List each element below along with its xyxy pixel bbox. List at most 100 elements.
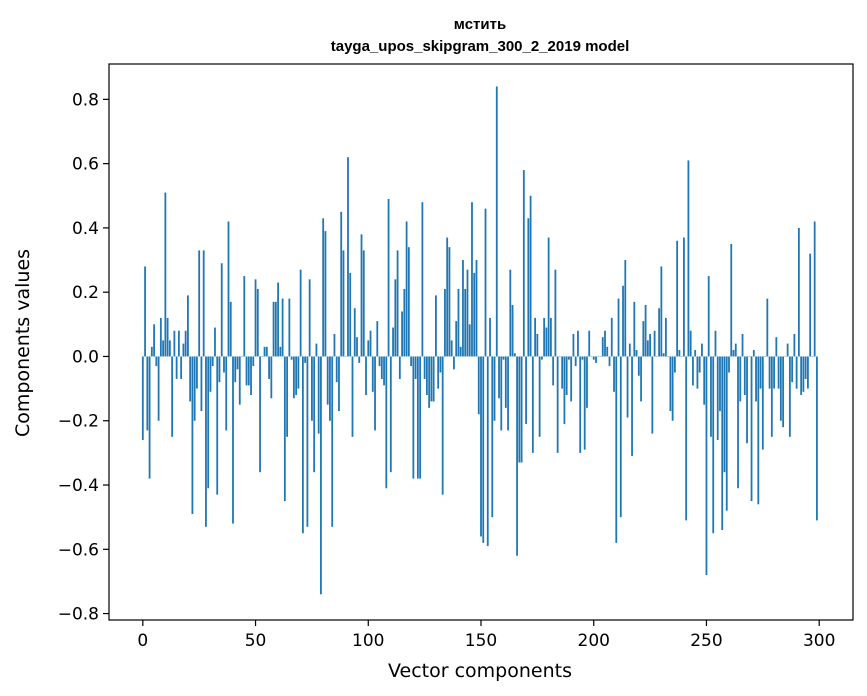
bar-262 xyxy=(732,350,735,357)
bar-220 xyxy=(637,356,640,376)
bar-221 xyxy=(640,356,642,402)
bar-167 xyxy=(518,356,521,463)
bar-41 xyxy=(234,356,237,383)
bar-279 xyxy=(770,356,773,437)
bar-264 xyxy=(737,356,739,489)
bar-277 xyxy=(766,298,769,357)
bar-189 xyxy=(568,356,570,360)
x-tick-label: 50 xyxy=(245,631,267,651)
bar-219 xyxy=(635,350,638,357)
bar-32 xyxy=(214,327,216,357)
bar-191 xyxy=(572,333,575,357)
bar-78 xyxy=(317,356,320,434)
bar-132 xyxy=(439,356,442,373)
bar-49 xyxy=(252,356,255,367)
bar-236 xyxy=(673,356,676,373)
bar-82 xyxy=(326,356,329,405)
bar-125 xyxy=(423,356,426,379)
bar-291 xyxy=(797,227,800,357)
bar-218 xyxy=(633,301,636,357)
bar-205 xyxy=(604,330,606,357)
bar-107 xyxy=(383,356,385,386)
bar-8 xyxy=(159,317,162,357)
bar-104 xyxy=(376,321,379,357)
bar-20 xyxy=(187,295,189,357)
y-tick-label: −0.6 xyxy=(58,540,99,560)
bar-75 xyxy=(311,356,313,421)
bar-16 xyxy=(177,330,180,357)
bar-152 xyxy=(484,208,487,357)
bar-4 xyxy=(150,346,153,357)
bar-93 xyxy=(351,356,354,437)
bar-37 xyxy=(225,356,228,431)
bar-180 xyxy=(547,237,550,357)
bar-168 xyxy=(520,356,523,463)
bar-184 xyxy=(556,356,559,453)
y-axis-label: Components values xyxy=(12,249,34,437)
bar-98 xyxy=(362,250,365,357)
bar-89 xyxy=(342,250,345,357)
bar-24 xyxy=(196,356,198,389)
bar-244 xyxy=(692,356,694,386)
bar-240 xyxy=(683,237,685,357)
bar-162 xyxy=(507,356,509,431)
bar-134 xyxy=(444,288,446,357)
bar-248 xyxy=(701,343,703,357)
bar-268 xyxy=(746,356,748,444)
bar-133 xyxy=(441,356,444,495)
bar-190 xyxy=(570,356,573,402)
bar-38 xyxy=(227,221,230,357)
bar-112 xyxy=(394,279,397,357)
bar-209 xyxy=(613,356,615,392)
bar-138 xyxy=(453,356,455,370)
y-tick-label: 0.6 xyxy=(72,155,99,175)
y-tick-label: −0.2 xyxy=(58,412,99,432)
bar-196 xyxy=(583,356,586,450)
bar-54 xyxy=(263,346,266,357)
bar-121 xyxy=(414,356,417,379)
bar-253 xyxy=(712,356,715,534)
bar-238 xyxy=(678,350,681,357)
bar-22 xyxy=(191,356,194,514)
bar-258 xyxy=(723,356,726,473)
bar-2 xyxy=(146,356,149,431)
bar-155 xyxy=(491,356,494,518)
bar-265 xyxy=(739,356,742,402)
bar-100 xyxy=(367,340,370,357)
bar-186 xyxy=(561,356,564,389)
bar-216 xyxy=(628,343,631,357)
bar-147 xyxy=(473,272,476,357)
bar-178 xyxy=(543,317,546,357)
bar-135 xyxy=(446,237,449,357)
bar-50 xyxy=(254,279,257,357)
bar-224 xyxy=(646,340,649,357)
bar-85 xyxy=(333,333,336,357)
bar-252 xyxy=(710,356,712,437)
bar-124 xyxy=(421,202,424,357)
bar-222 xyxy=(642,321,645,357)
bar-96 xyxy=(358,356,361,363)
bar-164 xyxy=(511,305,514,357)
bars-group xyxy=(141,86,818,595)
bar-172 xyxy=(529,195,532,357)
bar-237 xyxy=(676,240,679,357)
bar-241 xyxy=(685,356,688,521)
bar-288 xyxy=(791,356,794,383)
bar-195 xyxy=(581,356,584,360)
bar-259 xyxy=(725,356,728,511)
bar-72 xyxy=(304,356,307,363)
bar-295 xyxy=(807,356,809,389)
bar-45 xyxy=(243,276,246,357)
bar-157 xyxy=(495,86,498,357)
bar-64 xyxy=(286,356,289,437)
bar-86 xyxy=(335,356,338,383)
bar-15 xyxy=(175,356,178,379)
bar-19 xyxy=(184,330,187,357)
bar-225 xyxy=(649,333,651,357)
bar-294 xyxy=(804,356,807,379)
bar-230 xyxy=(660,266,663,357)
bar-43 xyxy=(238,356,241,405)
bar-200 xyxy=(592,356,595,360)
bar-143 xyxy=(464,288,467,357)
bar-160 xyxy=(502,356,505,360)
